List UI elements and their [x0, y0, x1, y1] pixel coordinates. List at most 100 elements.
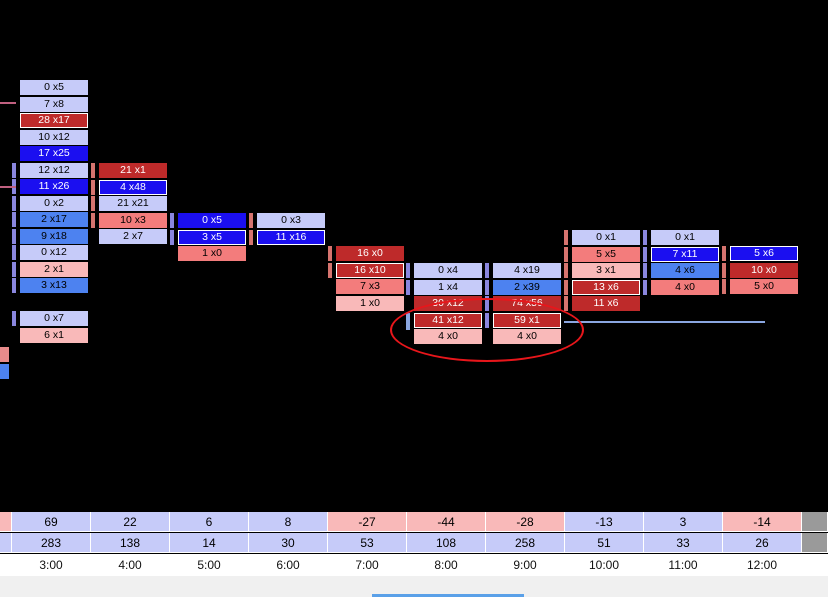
level-line — [0, 102, 16, 104]
footprint-cell[interactable]: 0 x7 — [20, 311, 88, 326]
footprint-cell[interactable]: 10 x12 — [20, 129, 88, 145]
volume-profile-bar — [564, 296, 568, 311]
footprint-cell[interactable]: 4 x19 — [493, 263, 561, 278]
delta-lead — [0, 512, 12, 532]
volume-cell: 26 — [723, 533, 802, 553]
time-tick-label: 3:00 — [39, 558, 63, 572]
volume-profile-bar — [722, 246, 726, 261]
volume-profile-bar — [91, 196, 95, 211]
delta-cell: 69 — [12, 512, 91, 532]
volume-profile-bar — [564, 230, 568, 245]
footprint-cell[interactable]: 5 x5 — [572, 246, 640, 262]
footprint-cell[interactable]: 0 x5 — [20, 80, 88, 95]
footprint-cell[interactable]: 6 x1 — [20, 327, 88, 343]
footprint-cell[interactable]: 28 x17 — [20, 113, 88, 128]
volume-profile-bar — [91, 163, 95, 178]
volume-profile-bar — [643, 279, 647, 295]
footprint-cell[interactable]: 11 x6 — [572, 296, 640, 311]
volume-profile-bar — [91, 212, 95, 228]
footprint-cell[interactable]: 11 x26 — [20, 179, 88, 194]
volume-profile-bar — [406, 263, 410, 278]
delta-tail — [802, 512, 828, 532]
volume-profile-bar — [170, 229, 174, 245]
footprint-cell[interactable]: 0 x12 — [20, 245, 88, 260]
volume-profile-bar — [12, 311, 16, 326]
footprint-cell[interactable]: 5 x0 — [730, 279, 798, 294]
volume-profile-bar — [12, 261, 16, 277]
volume-cell: 108 — [407, 533, 486, 553]
time-tick-label: 11:00 — [668, 558, 698, 572]
volume-profile-bar — [12, 228, 16, 244]
volume-cell: 283 — [12, 533, 91, 553]
volume-cell: 51 — [565, 533, 644, 553]
delta-cell: 3 — [644, 512, 723, 532]
partial-cell — [0, 347, 9, 362]
delta-cell: 22 — [91, 512, 170, 532]
footprint-cell[interactable]: 10 x3 — [99, 212, 167, 228]
footprint-cell[interactable]: 16 x0 — [336, 246, 404, 261]
level-line — [0, 186, 16, 188]
footprint-cell[interactable]: 21 x21 — [99, 196, 167, 211]
footprint-cell[interactable]: 5 x6 — [730, 246, 798, 261]
footprint-cell[interactable]: 3 x5 — [178, 229, 246, 245]
footprint-cell[interactable]: 2 x1 — [20, 261, 88, 277]
footprint-cell[interactable]: 2 x17 — [20, 212, 88, 227]
footprint-cell[interactable]: 0 x3 — [257, 213, 325, 228]
footprint-cell[interactable]: 9 x18 — [20, 228, 88, 244]
footprint-cell[interactable]: 12 x12 — [20, 162, 88, 178]
footprint-cell[interactable]: 7 x11 — [651, 246, 719, 262]
footprint-cell[interactable]: 4 x0 — [651, 279, 719, 295]
volume-profile-bar — [91, 179, 95, 195]
time-tick-label: 5:00 — [197, 558, 221, 572]
footprint-cell[interactable]: 3 x13 — [20, 278, 88, 293]
delta-cell: -27 — [328, 512, 407, 532]
footprint-cell[interactable]: 4 x48 — [99, 179, 167, 195]
delta-cell: -44 — [407, 512, 486, 532]
footprint-cell[interactable]: 11 x16 — [257, 229, 325, 245]
time-tick-label: 12:00 — [746, 558, 778, 572]
footprint-cell[interactable]: 1 x0 — [336, 295, 404, 311]
footprint-cell[interactable]: 0 x2 — [20, 195, 88, 211]
volume-profile-bar — [722, 279, 726, 294]
footprint-cell[interactable]: 1 x0 — [178, 246, 246, 261]
time-tick-label: 9:00 — [513, 558, 537, 572]
volume-profile-bar — [170, 213, 174, 228]
footprint-cell[interactable]: 7 x3 — [336, 279, 404, 294]
volume-profile-bar — [328, 262, 332, 278]
volume-profile-bar — [249, 213, 253, 228]
footprint-cell[interactable]: 0 x4 — [414, 263, 482, 278]
volume-profile-bar — [12, 195, 16, 211]
footprint-cell[interactable]: 0 x5 — [178, 213, 246, 228]
footprint-cell[interactable]: 4 x6 — [651, 263, 719, 278]
footprint-cell[interactable]: 0 x1 — [651, 230, 719, 245]
time-axis — [0, 554, 828, 576]
footprint-cell[interactable]: 10 x0 — [730, 262, 798, 278]
horizontal-scrollbar[interactable] — [372, 594, 524, 597]
delta-cell: -14 — [723, 512, 802, 532]
volume-tail — [802, 533, 828, 553]
time-tick-label: 4:00 — [118, 558, 142, 572]
footprint-cell[interactable]: 3 x1 — [572, 263, 640, 278]
footprint-cell[interactable]: 2 x7 — [99, 229, 167, 244]
volume-profile-bar — [12, 245, 16, 260]
time-tick-label: 8:00 — [434, 558, 458, 572]
volume-profile-bar — [328, 246, 332, 261]
volume-profile-bar — [249, 229, 253, 245]
footprint-cell[interactable]: 2 x39 — [493, 279, 561, 295]
footprint-cell[interactable]: 7 x8 — [20, 96, 88, 112]
volume-profile-bar — [643, 230, 647, 245]
volume-profile-bar — [722, 262, 726, 278]
delta-cell: -28 — [486, 512, 565, 532]
footprint-cell[interactable]: 13 x6 — [572, 279, 640, 295]
volume-cell: 258 — [486, 533, 565, 553]
footprint-cell[interactable]: 0 x1 — [572, 230, 640, 245]
footprint-cell[interactable]: 17 x25 — [20, 146, 88, 161]
footprint-cell[interactable]: 1 x4 — [414, 279, 482, 295]
time-tick-label: 6:00 — [276, 558, 300, 572]
footprint-cell[interactable]: 16 x10 — [336, 262, 404, 278]
delta-cell: 6 — [170, 512, 249, 532]
footprint-cell[interactable]: 21 x1 — [99, 163, 167, 178]
delta-cell: 8 — [249, 512, 328, 532]
volume-cell: 53 — [328, 533, 407, 553]
